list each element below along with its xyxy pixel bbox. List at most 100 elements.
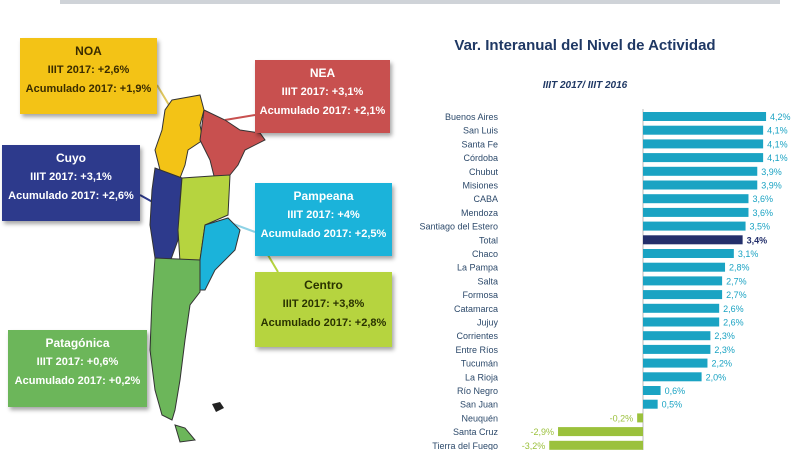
bar — [643, 262, 726, 272]
region-iiit: IIIT 2017: +0,6% — [36, 356, 119, 368]
value-label: 2,2% — [711, 359, 732, 369]
region-acumulado: Acumulado 2017: +2,6% — [8, 190, 134, 202]
bar — [643, 386, 661, 395]
value-label: 2,7% — [726, 276, 747, 286]
category-label: San Luis — [463, 126, 499, 136]
region-iiit: IIIT 2017: +4% — [287, 209, 360, 221]
region-box-noa: NOA IIIT 2017: +2,6% Acumulado 2017: +1,… — [20, 38, 157, 114]
bar — [549, 440, 643, 450]
bar — [643, 372, 702, 382]
bar — [643, 235, 743, 245]
category-label: La Pampa — [457, 263, 498, 273]
chart-subtitle: IIIT 2017/ IIIT 2016 — [542, 80, 628, 91]
value-label: 2,7% — [726, 290, 747, 300]
category-label: Misiones — [462, 181, 498, 191]
value-label: 2,8% — [729, 263, 750, 273]
bar — [643, 276, 723, 286]
value-label: 3,9% — [761, 167, 782, 177]
bar — [643, 112, 767, 121]
bar — [643, 290, 723, 300]
value-label: 3,6% — [752, 208, 773, 218]
region-box-pampeana: Pampeana IIIT 2017: +4% Acumulado 2017: … — [255, 183, 392, 256]
bar — [643, 180, 758, 190]
malvinas-islands-shape — [212, 402, 224, 412]
category-label: Corrientes — [456, 331, 498, 341]
value-label: 4,1% — [767, 153, 788, 163]
bar — [643, 303, 720, 313]
category-label: Buenos Aires — [445, 112, 499, 122]
bar — [643, 317, 720, 327]
value-label: 3,1% — [738, 249, 759, 259]
category-label: Santa Cruz — [453, 427, 499, 437]
category-label: Tierra del Fuego — [432, 441, 498, 450]
category-label: Total — [479, 235, 498, 245]
region-name: Pampeana — [293, 189, 354, 203]
bar — [643, 139, 764, 149]
bar — [637, 413, 643, 423]
category-label: Catamarca — [454, 304, 498, 314]
value-label: -2,9% — [531, 427, 555, 437]
region-nea-shape — [199, 109, 266, 181]
bar — [643, 207, 749, 217]
region-acumulado: Acumulado 2017: +2,1% — [259, 105, 386, 117]
category-label: Entre Ríos — [455, 345, 498, 355]
category-label: Salta — [477, 276, 498, 286]
bar — [643, 358, 708, 368]
region-box-patagonica: Patagónica IIIT 2017: +0,6% Acumulado 20… — [8, 330, 147, 407]
category-label: Formosa — [462, 290, 498, 300]
cropped-header-strip — [60, 0, 780, 4]
chart-title: Var. Interanual del Nivel de Actividad — [454, 37, 716, 54]
category-label: Chubut — [469, 167, 499, 177]
region-name: Cuyo — [56, 151, 86, 165]
value-label: 3,5% — [750, 222, 771, 232]
bar — [643, 331, 711, 341]
region-box-centro: Centro IIIT 2017: +3,8% Acumulado 2017: … — [255, 272, 392, 347]
bar — [643, 166, 758, 176]
region-acumulado: Acumulado 2017: +1,9% — [25, 83, 152, 95]
region-acumulado: Acumulado 2017: +2,8% — [260, 317, 387, 329]
category-label: Neuquén — [461, 413, 498, 423]
argentina-region-map — [139, 84, 279, 443]
region-name: Patagónica — [45, 336, 110, 350]
value-label: 2,3% — [714, 345, 735, 355]
region-acumulado: Acumulado 2017: +0,2% — [14, 375, 141, 387]
region-iiit: IIIT 2017: +3,1% — [30, 171, 112, 183]
region-iiit: IIIT 2017: +3,8% — [282, 298, 365, 310]
category-label: La Rioja — [465, 372, 498, 382]
value-label: 4,1% — [767, 126, 788, 136]
value-label: 2,0% — [706, 372, 727, 382]
category-label: San Juan — [460, 400, 498, 410]
category-label: Córdoba — [463, 153, 498, 163]
category-label: Río Negro — [457, 386, 498, 396]
bar — [643, 194, 749, 204]
bar — [643, 221, 746, 231]
category-label: Chaco — [472, 249, 498, 259]
value-label: 4,1% — [767, 139, 788, 149]
category-label: Tucumán — [461, 359, 498, 369]
value-label: 2,6% — [723, 304, 744, 314]
region-acumulado: Acumulado 2017: +2,5% — [260, 228, 387, 240]
bar — [643, 125, 764, 135]
region-name: Centro — [304, 278, 343, 292]
value-label: 3,4% — [747, 235, 768, 245]
bar — [558, 427, 643, 437]
value-label: 2,3% — [714, 331, 735, 341]
category-label: Jujuy — [477, 318, 499, 328]
value-label: 4,2% — [770, 112, 791, 122]
region-box-cuyo: Cuyo IIIT 2017: +3,1% Acumulado 2017: +2… — [2, 145, 140, 221]
tierra-del-fuego-shape — [174, 424, 196, 443]
region-name: NOA — [75, 44, 102, 58]
region-name: NEA — [309, 66, 336, 80]
category-label: Mendoza — [461, 208, 498, 218]
value-label: 0,5% — [662, 400, 683, 410]
region-patagonica-shape — [149, 257, 201, 421]
value-label: -0,2% — [610, 413, 634, 423]
region-iiit: IIIT 2017: +2,6% — [47, 64, 130, 76]
category-label: Santiago del Estero — [419, 222, 498, 232]
value-label: 2,6% — [723, 318, 744, 328]
region-box-nea: NEA IIIT 2017: +3,1% Acumulado 2017: +2,… — [255, 60, 390, 133]
value-label: -3,2% — [522, 441, 546, 450]
bar — [643, 344, 711, 354]
category-label: CABA — [473, 194, 498, 204]
